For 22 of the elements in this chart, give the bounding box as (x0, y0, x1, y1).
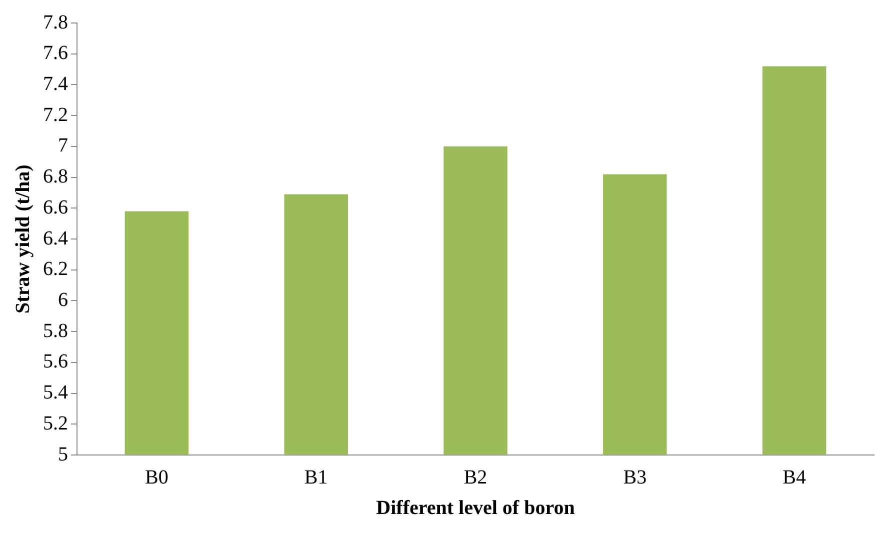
x-tick-label: B3 (623, 466, 647, 488)
y-tick-label: 5.6 (43, 350, 68, 373)
y-tick-label: 6.8 (43, 166, 68, 188)
y-tick-label: 5.4 (43, 382, 68, 404)
y-tick-label: 6.2 (43, 258, 68, 280)
y-tick-label: 6.6 (43, 196, 68, 218)
y-tick-label: 6 (58, 288, 68, 311)
y-tick-label: 7.4 (43, 72, 68, 95)
y-tick-label: 7.6 (43, 42, 68, 64)
y-tick-label: 7.2 (43, 104, 68, 126)
x-axis-title: Different level of boron (376, 497, 575, 520)
y-tick-label: 6.4 (43, 227, 68, 250)
x-tick-label: B4 (782, 466, 806, 488)
y-tick-label: 7.8 (43, 11, 68, 34)
y-tick-label: 7 (58, 134, 68, 157)
y-tick-label: 5.8 (43, 320, 68, 342)
x-tick-label: B0 (145, 466, 168, 488)
y-axis-title: Straw yield (t/ha) (12, 164, 34, 314)
y-tick-label: 5 (58, 443, 68, 466)
x-tick-label: B1 (304, 466, 328, 488)
x-tick-label: B2 (464, 466, 488, 488)
y-tick-label: 5.2 (43, 412, 68, 434)
